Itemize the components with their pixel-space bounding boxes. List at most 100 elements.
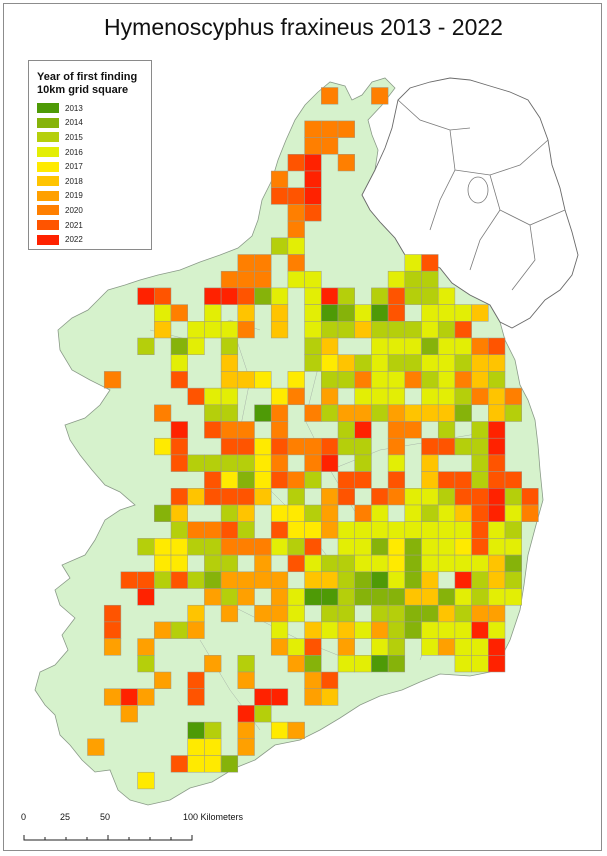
grid-cell-2015 [437, 321, 456, 339]
grid-cell-2014 [354, 571, 372, 589]
legend-swatch [37, 176, 59, 187]
grid-cell-2021 [337, 488, 355, 506]
grid-cell-2016 [354, 304, 372, 322]
grid-cell-2015 [337, 604, 355, 623]
grid-cell-2015 [387, 354, 406, 372]
grid-cell-2018 [237, 304, 255, 322]
grid-cell-2015 [237, 454, 255, 472]
grid-cell-2021 [237, 488, 255, 506]
grid-cell-2020 [304, 404, 322, 422]
grid-cell-2021 [220, 488, 239, 506]
grid-cell-2021 [237, 437, 255, 456]
grid-cell-2021 [354, 471, 372, 489]
legend-item-2015: 2015 [37, 130, 151, 145]
grid-cell-2016 [454, 337, 472, 355]
grid-cell-2016 [387, 371, 406, 389]
legend-item-2013: 2013 [37, 101, 151, 116]
grid-cell-2016 [220, 387, 239, 406]
grid-cell-2021 [488, 337, 506, 355]
grid-cell-2019 [187, 621, 205, 639]
grid-cell-2015 [170, 521, 188, 539]
grid-cell-2016 [270, 287, 289, 305]
grid-cell-2015 [337, 321, 355, 339]
legend-label: 2016 [65, 147, 83, 157]
grid-cell-2016 [337, 538, 355, 556]
grid-cell-2020 [387, 488, 406, 506]
grid-cell-2018 [220, 371, 239, 389]
grid-cell-2013 [371, 655, 389, 673]
grid-cell-2019 [287, 721, 305, 740]
grid-cell-2018 [471, 371, 489, 389]
grid-cell-2014 [220, 755, 239, 773]
grid-cell-2015 [304, 337, 322, 355]
grid-cell-2021 [187, 387, 205, 406]
legend-item-2021: 2021 [37, 218, 151, 233]
legend-title-line1: Year of first finding [37, 71, 138, 83]
grid-cell-2020 [270, 421, 289, 439]
grid-cell-2015 [220, 337, 239, 355]
grid-cell-2018 [421, 471, 439, 489]
grid-cell-2020 [304, 454, 322, 472]
grid-cell-2014 [404, 538, 422, 556]
grid-cell-2016 [488, 588, 506, 606]
grid-cell-2022 [488, 437, 506, 456]
grid-cell-2016 [437, 504, 456, 522]
grid-cell-2016 [421, 488, 439, 506]
grid-cell-2021 [270, 437, 289, 456]
grid-cell-2016 [371, 504, 389, 522]
grid-cell-2021 [437, 437, 456, 456]
grid-cell-2017 [154, 538, 172, 556]
scale-label-50: 50 [100, 812, 111, 822]
grid-cell-2015 [237, 655, 255, 673]
grid-cell-2019 [237, 671, 255, 689]
grid-cell-2020 [404, 421, 422, 439]
grid-cell-2019 [270, 571, 289, 589]
grid-cell-2016 [304, 304, 322, 322]
grid-cell-2015 [337, 371, 355, 389]
grid-cell-2021 [488, 471, 506, 489]
grid-cell-2021 [454, 488, 472, 506]
grid-cell-2015 [321, 321, 339, 339]
grid-cell-2022 [321, 287, 339, 305]
grid-cell-2015 [321, 404, 339, 422]
grid-cell-2020 [170, 304, 188, 322]
grid-cell-2018 [170, 504, 188, 522]
grid-cell-2021 [321, 671, 339, 689]
grid-cell-2014 [254, 287, 272, 305]
grid-cell-2022 [471, 621, 489, 639]
grid-cell-2017 [170, 554, 188, 573]
grid-cell-2018 [337, 621, 355, 639]
grid-cell-2021 [170, 371, 188, 389]
grid-cell-2019 [304, 688, 322, 706]
grid-cell-2015 [371, 404, 389, 422]
grid-cell-2015 [354, 354, 372, 372]
grid-cell-2015 [488, 371, 506, 389]
grid-cell-2019 [287, 655, 305, 673]
grid-cell-2017 [204, 738, 222, 756]
grid-cell-2019 [220, 604, 239, 623]
grid-cell-2015 [504, 404, 522, 422]
grid-cell-2018 [187, 488, 205, 506]
grid-cell-2019 [237, 588, 255, 606]
legend-items: 2013 2014 2015 2016 2017 2018 2019 2020 2021 2022 [37, 101, 151, 247]
grid-cell-2020 [154, 404, 172, 422]
grid-cell-2020 [220, 421, 239, 439]
grid-cell-2015 [204, 721, 222, 740]
grid-cell-2016 [404, 254, 422, 272]
legend-item-2022: 2022 [37, 232, 151, 247]
grid-cell-2015 [387, 621, 406, 639]
grid-cell-2020 [304, 137, 322, 155]
grid-cell-2020 [187, 521, 205, 539]
scale-label-0: 0 [21, 812, 27, 822]
grid-cell-2020 [371, 87, 389, 105]
grid-cell-2021 [103, 604, 122, 623]
grid-cell-2016 [454, 638, 472, 656]
grid-cell-2020 [471, 387, 489, 406]
grid-cell-2019 [220, 571, 239, 589]
legend-label: 2014 [65, 118, 83, 128]
grid-cell-2015 [204, 454, 222, 472]
grid-cell-2021 [270, 471, 289, 489]
grid-cell-2016 [321, 621, 339, 639]
grid-cell-2016 [454, 655, 472, 673]
grid-cell-2021 [371, 488, 389, 506]
